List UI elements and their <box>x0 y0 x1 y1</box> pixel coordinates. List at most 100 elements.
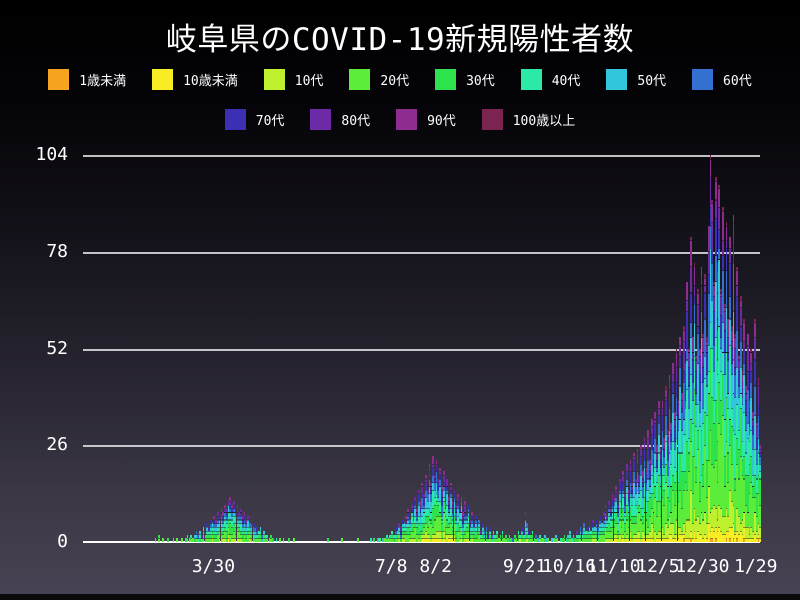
bar <box>263 530 265 542</box>
chart-title: 岐阜県のCOVID-19新規陽性者数 <box>165 22 635 58</box>
bar <box>638 475 641 542</box>
bar <box>188 538 191 542</box>
bar <box>396 530 399 542</box>
bar <box>272 538 274 542</box>
legend-label: 10歳未満 <box>183 74 238 89</box>
y-tick-label: 78 <box>46 240 68 262</box>
bar <box>483 530 486 542</box>
bar <box>410 504 413 542</box>
bar <box>720 289 722 542</box>
bar <box>499 534 502 542</box>
x-axis-line <box>83 541 760 543</box>
bar <box>522 530 525 542</box>
bar <box>681 393 683 542</box>
bar <box>658 400 660 542</box>
bar <box>759 445 762 542</box>
bar <box>714 177 717 542</box>
y-tick-label: 104 <box>35 144 68 165</box>
bar <box>192 538 194 542</box>
bar <box>736 266 738 542</box>
bar <box>597 527 600 542</box>
bar <box>533 538 536 542</box>
bar <box>444 489 447 542</box>
bar <box>670 422 673 542</box>
bar <box>666 430 669 542</box>
bar <box>421 482 424 542</box>
bar <box>649 460 651 542</box>
legend-row-2: 70代 80代 90代 100歳以上 <box>0 109 800 130</box>
bar <box>247 516 249 542</box>
bar <box>385 534 388 542</box>
bar <box>674 411 676 542</box>
plot-area <box>80 155 770 543</box>
bar <box>473 523 475 542</box>
legend-swatch-icon <box>263 69 285 90</box>
bar <box>748 400 751 542</box>
bar <box>654 411 657 542</box>
bar <box>220 508 223 542</box>
bar <box>672 363 674 542</box>
bar <box>446 478 449 542</box>
bar <box>449 482 452 542</box>
bar <box>602 512 605 542</box>
bar <box>526 523 529 542</box>
bar <box>709 155 712 542</box>
bar <box>732 214 735 542</box>
bar <box>755 422 758 542</box>
legend-item: 80代 <box>310 109 370 130</box>
bar <box>387 538 390 542</box>
bar <box>686 281 689 542</box>
bar <box>250 519 253 542</box>
legend-item: 1歳未満 <box>48 69 126 90</box>
bar <box>248 523 251 542</box>
bar <box>652 452 655 542</box>
bar <box>252 527 255 542</box>
bar <box>357 538 360 542</box>
bar <box>734 333 737 542</box>
bar <box>154 538 157 542</box>
legend-item: 40代 <box>520 69 581 90</box>
bar <box>457 493 459 542</box>
bar <box>599 516 602 542</box>
bar <box>215 519 217 542</box>
legend-item: 90代 <box>396 109 456 130</box>
bar <box>592 519 594 542</box>
bar <box>684 363 687 542</box>
bar <box>414 497 417 542</box>
bar <box>236 504 239 542</box>
bar <box>707 225 710 542</box>
bar <box>172 538 175 542</box>
bar <box>377 538 379 542</box>
bar <box>261 534 264 542</box>
bar <box>384 538 386 542</box>
bar <box>256 527 258 542</box>
bar <box>675 348 678 542</box>
bar <box>569 530 571 542</box>
bar <box>487 534 489 542</box>
bar <box>398 523 401 542</box>
legend-item: 50代 <box>606 69 666 90</box>
bar <box>417 489 420 542</box>
bar <box>341 538 344 542</box>
bar <box>668 374 671 542</box>
bar <box>416 508 418 542</box>
legend-label: 40代 <box>551 74 581 89</box>
bar <box>234 508 237 542</box>
bar <box>474 516 477 542</box>
bar <box>515 538 518 542</box>
legend-label: 20代 <box>380 74 410 89</box>
bar <box>245 519 248 542</box>
x-tick-label: 11/10 <box>586 556 641 577</box>
bar <box>293 538 296 542</box>
bar <box>270 534 273 542</box>
legend-label: 10代 <box>294 74 324 89</box>
legend-swatch-icon <box>349 69 371 90</box>
bar <box>547 538 550 542</box>
bar <box>682 326 685 542</box>
bar <box>471 512 473 542</box>
bar <box>611 493 614 542</box>
gridline <box>83 155 760 157</box>
legend-label: 30代 <box>466 74 495 89</box>
bar <box>241 516 244 542</box>
bar <box>369 538 372 542</box>
